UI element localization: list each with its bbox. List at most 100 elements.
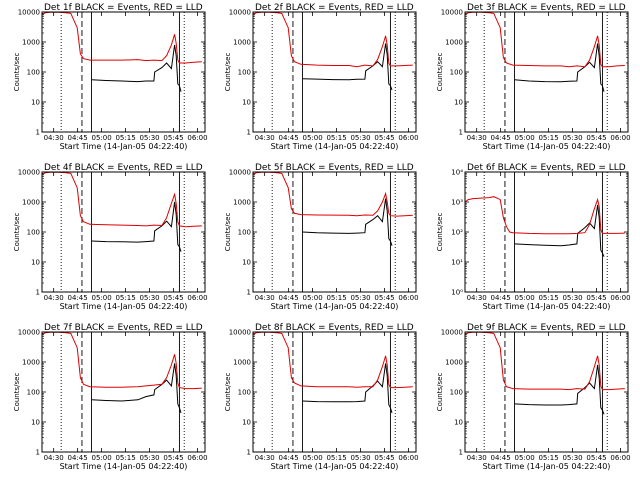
series-black-line xyxy=(302,363,393,414)
x-tick-label: 05:00 xyxy=(92,134,112,142)
x-axis-label: Start Time (14-Jan-05 04:22:40) xyxy=(271,302,399,311)
series-black-line xyxy=(91,201,182,252)
x-tick-label: 05:15 xyxy=(115,454,135,462)
x-tick-label: 05:15 xyxy=(115,134,135,142)
plot-frame xyxy=(41,11,206,133)
x-tick-label: 05:15 xyxy=(115,294,135,302)
y-tick-label: 10 xyxy=(242,419,251,427)
x-axis-label: Start Time (14-Jan-05 04:22:40) xyxy=(483,462,611,471)
x-tick-label: 04:45 xyxy=(279,134,299,142)
series-black-line xyxy=(302,198,393,246)
y-tick-label: 1000 xyxy=(233,359,251,367)
series-red-line xyxy=(42,12,202,64)
panel-title: Det 5f BLACK = Events, RED = LLD xyxy=(255,163,414,173)
y-axis-label: Counts/sec xyxy=(13,213,21,252)
y-tick-label: 1 xyxy=(247,289,251,297)
x-tick-label: 05:45 xyxy=(163,294,183,302)
panel-title: Det 2f BLACK = Events, RED = LLD xyxy=(255,3,414,13)
y-tick-label: 10000 xyxy=(229,329,251,337)
y-tick-label: 10000 xyxy=(18,329,40,337)
x-tick-label: 05:45 xyxy=(374,134,394,142)
x-tick-label: 06:00 xyxy=(610,454,630,462)
x-tick-label: 05:45 xyxy=(163,134,183,142)
x-tick-label: 06:00 xyxy=(398,134,418,142)
y-tick-label: 10⁰ xyxy=(451,289,463,297)
y-tick-label: 10 xyxy=(242,259,251,267)
panel-4: Det 4f BLACK = Events, RED = LLD 1 10 100 10… xyxy=(13,163,208,311)
series-black-line xyxy=(302,43,393,91)
panel-title: Det 3f BLACK = Events, RED = LLD xyxy=(467,3,626,13)
y-tick-label: 100 xyxy=(238,69,251,77)
x-tick-label: 05:00 xyxy=(515,454,535,462)
panel-7: Det 7f BLACK = Events, RED = LLD 1 10 100 10… xyxy=(13,323,208,471)
panel-title: Det 8f BLACK = Events, RED = LLD xyxy=(255,323,414,333)
y-tick-label: 10000 xyxy=(18,169,40,177)
y-axis-label: Counts/sec xyxy=(224,53,232,92)
y-tick-label: 10000 xyxy=(229,169,251,177)
x-tick-label: 04:30 xyxy=(255,454,275,462)
series-red-line xyxy=(253,12,413,68)
panel-6: Det 6f BLACK = Events, RED = LLD 10⁰ 10¹ 10… xyxy=(436,163,631,311)
x-tick-label: 06:00 xyxy=(187,454,207,462)
x-tick-label: 05:45 xyxy=(374,294,394,302)
x-tick-label: 05:45 xyxy=(586,454,606,462)
x-tick-label: 05:45 xyxy=(586,294,606,302)
x-tick-label: 05:00 xyxy=(92,454,112,462)
x-tick-label: 05:30 xyxy=(139,294,159,302)
plot-frame xyxy=(252,331,417,453)
x-axis-label: Start Time (14-Jan-05 04:22:40) xyxy=(271,142,399,151)
series-red-line xyxy=(465,332,625,391)
y-tick-label: 1 xyxy=(459,449,463,457)
series-red-line xyxy=(465,196,625,235)
x-tick-label: 04:30 xyxy=(44,294,64,302)
series-black-line xyxy=(514,364,605,415)
y-tick-label: 1 xyxy=(36,289,40,297)
plot-frame xyxy=(464,171,629,293)
panel-title: Det 4f BLACK = Events, RED = LLD xyxy=(44,163,203,173)
y-tick-label: 10³ xyxy=(451,199,463,207)
panel-title: Det 1f BLACK = Events, RED = LLD xyxy=(44,3,203,13)
y-tick-label: 1 xyxy=(247,449,251,457)
plot-frame xyxy=(252,171,417,293)
x-tick-label: 05:15 xyxy=(538,294,558,302)
x-tick-label: 05:30 xyxy=(350,454,370,462)
panel-9: Det 9f BLACK = Events, RED = LLD 1 10 100 10… xyxy=(436,323,631,471)
y-tick-label: 1000 xyxy=(22,39,40,47)
x-tick-label: 04:30 xyxy=(467,134,487,142)
panel-2: Det 2f BLACK = Events, RED = LLD 1 10 100 10… xyxy=(224,3,419,151)
x-tick-label: 06:00 xyxy=(187,134,207,142)
x-tick-label: 05:15 xyxy=(538,134,558,142)
y-tick-label: 10 xyxy=(454,99,463,107)
plot-frame xyxy=(464,331,629,453)
x-tick-label: 05:30 xyxy=(139,134,159,142)
x-tick-label: 04:45 xyxy=(279,294,299,302)
y-tick-label: 10000 xyxy=(441,329,463,337)
panel-title: Det 6f BLACK = Events, RED = LLD xyxy=(467,163,626,173)
y-tick-label: 1000 xyxy=(445,39,463,47)
x-tick-label: 05:45 xyxy=(374,454,394,462)
y-tick-label: 100 xyxy=(238,229,251,237)
y-tick-label: 100 xyxy=(27,229,40,237)
x-axis-label: Start Time (14-Jan-05 04:22:40) xyxy=(483,302,611,311)
x-axis-label: Start Time (14-Jan-05 04:22:40) xyxy=(60,142,188,151)
y-tick-label: 100 xyxy=(27,69,40,77)
x-tick-label: 04:45 xyxy=(491,134,511,142)
y-axis-label: Counts/sec xyxy=(224,373,232,412)
panel-title: Det 9f BLACK = Events, RED = LLD xyxy=(467,323,626,333)
x-tick-label: 06:00 xyxy=(398,454,418,462)
panel-1: Det 1f BLACK = Events, RED = LLD 1 10 100 10… xyxy=(13,3,208,151)
x-tick-label: 04:30 xyxy=(467,454,487,462)
x-tick-label: 05:15 xyxy=(538,454,558,462)
y-tick-label: 1000 xyxy=(233,39,251,47)
x-tick-label: 05:00 xyxy=(515,134,535,142)
x-tick-label: 04:45 xyxy=(68,454,88,462)
y-tick-label: 10000 xyxy=(18,9,40,17)
x-tick-label: 06:00 xyxy=(187,294,207,302)
series-red-line xyxy=(253,332,413,389)
y-axis-label: Counts/sec xyxy=(224,213,232,252)
series-red-line xyxy=(42,172,202,228)
y-axis-label: Counts/sec xyxy=(436,213,444,252)
x-tick-label: 04:45 xyxy=(68,294,88,302)
y-tick-label: 10 xyxy=(242,99,251,107)
